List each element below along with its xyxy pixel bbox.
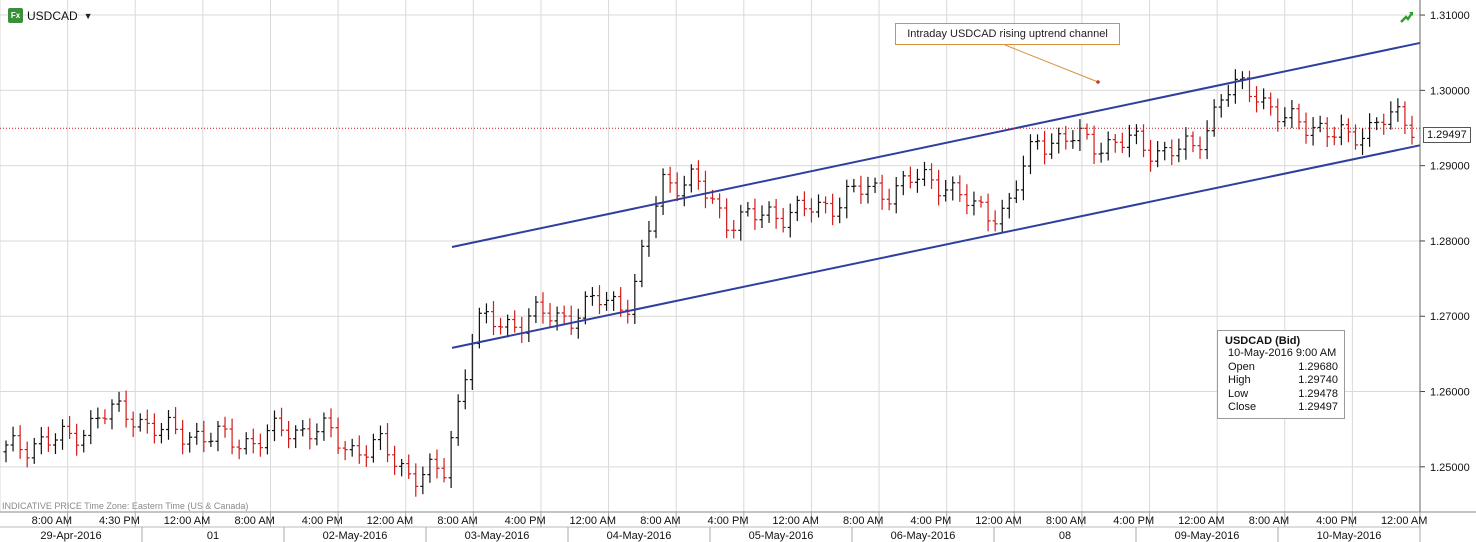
time-tick-label: 4:30 PM — [99, 515, 140, 527]
y-tick-label: 1.28000 — [1430, 236, 1470, 248]
indicative-price-note: INDICATIVE PRICE Time Zone: Eastern Time… — [2, 501, 249, 511]
tooltip-high-value: 1.29740 — [1298, 374, 1338, 386]
last-price-label: 1.29497 — [1423, 127, 1471, 143]
date-tick-label: 02-May-2016 — [323, 530, 388, 542]
tooltip-low-value: 1.29478 — [1298, 387, 1338, 400]
time-tick-label: 12:00 AM — [975, 515, 1021, 527]
annotation-anchor — [1096, 80, 1100, 84]
time-tick-label: 8:00 AM — [1046, 515, 1086, 527]
time-tick-label: 4:00 PM — [505, 515, 546, 527]
tooltip-close-label: Close — [1228, 401, 1257, 413]
time-tick-label: 12:00 AM — [570, 515, 616, 527]
time-tick-label: 8:00 AM — [640, 515, 680, 527]
time-tick-label: 4:00 PM — [708, 515, 749, 527]
date-tick-label: 10-May-2016 — [1317, 530, 1382, 542]
date-tick-label: 06-May-2016 — [891, 530, 956, 542]
y-tick-label: 1.26000 — [1430, 387, 1470, 399]
trend-up-icon[interactable] — [1400, 10, 1414, 24]
date-tick-label: 09-May-2016 — [1175, 530, 1240, 542]
date-tick-label: 05-May-2016 — [749, 530, 814, 542]
time-tick-label: 12:00 AM — [1178, 515, 1224, 527]
time-tick-label: 4:00 PM — [1316, 515, 1357, 527]
date-tick-label: 03-May-2016 — [465, 530, 530, 542]
tooltip-open-label: Open — [1228, 360, 1255, 373]
chart-annotation[interactable]: Intraday USDCAD rising uptrend channel — [895, 23, 1120, 45]
time-tick-label: 8:00 AM — [843, 515, 883, 527]
tooltip-datetime: 10-May-2016 9:00 AM — [1228, 347, 1337, 359]
tooltip-low-label: Low — [1228, 387, 1249, 400]
fx-icon: Fx — [8, 8, 23, 23]
annotation-leader — [1004, 44, 1099, 83]
time-tick-label: 4:00 PM — [302, 515, 343, 527]
symbol-selector[interactable]: Fx USDCAD ▼ — [8, 8, 93, 23]
time-tick-label: 12:00 AM — [772, 515, 818, 527]
channel-upper-line — [451, 41, 1421, 248]
tooltip-high-label: High — [1228, 374, 1251, 386]
y-tick-label: 1.31000 — [1430, 10, 1470, 22]
symbol-label: USDCAD — [27, 8, 78, 23]
ohlc-tooltip: USDCAD (Bid) 10-May-2016 9:00 AM Open 1.2… — [1217, 330, 1345, 419]
y-tick-label: 1.25000 — [1430, 462, 1470, 474]
tooltip-open-value: 1.29680 — [1298, 360, 1338, 373]
date-tick-label: 01 — [207, 530, 219, 542]
time-tick-label: 12:00 AM — [367, 515, 413, 527]
tooltip-title: USDCAD (Bid) — [1225, 335, 1301, 347]
y-tick-label: 1.29000 — [1430, 161, 1470, 173]
time-tick-label: 12:00 AM — [1381, 515, 1427, 527]
y-tick-label: 1.30000 — [1430, 85, 1470, 97]
date-tick-label: 04-May-2016 — [607, 530, 672, 542]
time-tick-label: 4:00 PM — [1113, 515, 1154, 527]
channel-lower-line — [451, 144, 1421, 349]
date-tick-label: 08 — [1059, 530, 1071, 542]
date-tick-label: 29-Apr-2016 — [40, 530, 101, 542]
time-tick-label: 12:00 AM — [164, 515, 210, 527]
time-tick-label: 8:00 AM — [32, 515, 72, 527]
y-tick-label: 1.27000 — [1430, 311, 1470, 323]
chevron-down-icon[interactable]: ▼ — [83, 10, 93, 21]
time-tick-label: 8:00 AM — [1249, 515, 1289, 527]
time-tick-label: 4:00 PM — [910, 515, 951, 527]
time-tick-label: 8:00 AM — [234, 515, 274, 527]
tooltip-close-value: 1.29497 — [1298, 401, 1338, 413]
time-tick-label: 8:00 AM — [437, 515, 477, 527]
